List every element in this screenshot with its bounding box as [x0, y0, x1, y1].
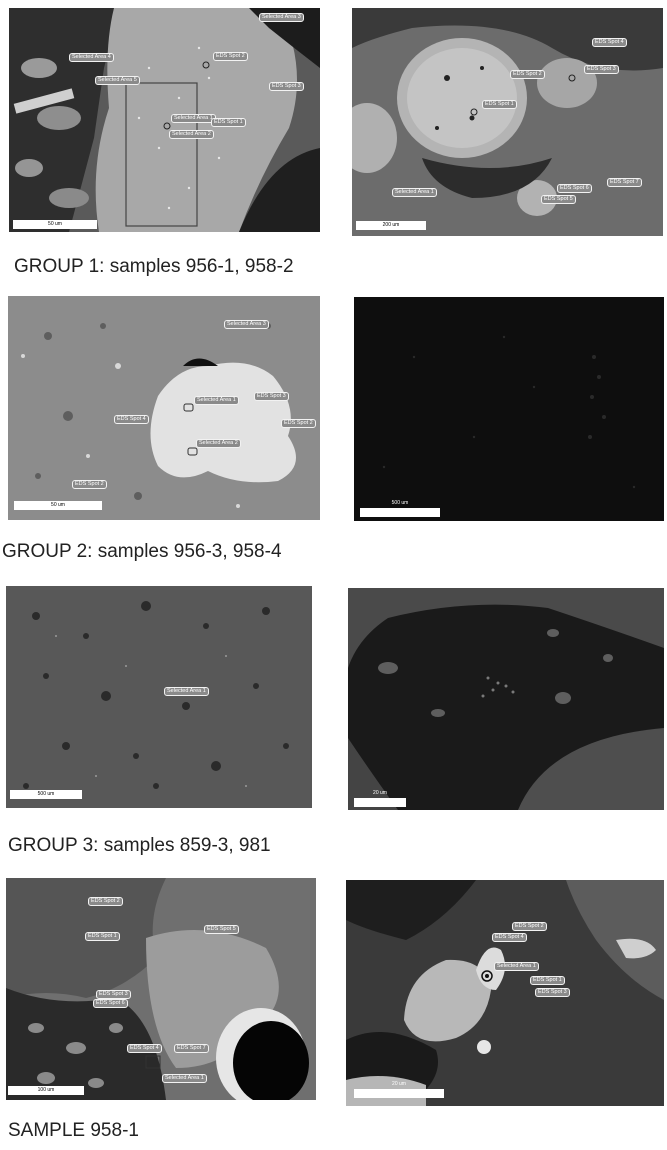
group3-right-scale-bar: 20 um — [354, 790, 406, 807]
group2-left-micrograph: Selected Area 3 Selected Area 1 EDS Spot… — [8, 296, 320, 520]
sample-right-label-1: EDS Spot 2 — [512, 922, 547, 931]
group1-right-micrograph: EDS Spot 4 EDS Spot 2 EDS Spot 3 EDS Spo… — [352, 8, 663, 236]
group2-left-scale-bar: 50 um — [14, 501, 102, 510]
sample-left-label-7: EDS Spot 7 — [174, 1044, 209, 1053]
group3-right-scale-text: 20 um — [373, 790, 387, 796]
group3-left-scale-bar: 500 um — [10, 790, 82, 799]
group1-left-label-5: EDS Spot 3 — [269, 82, 304, 91]
group1-left-scale-text: 50 um — [48, 221, 62, 227]
group2-left-label-5: EDS Spot 2 — [281, 419, 316, 428]
sample-right-scale-bar: 20 um — [354, 1081, 444, 1098]
group2-left-label-3: EDS Spot 3 — [254, 392, 289, 401]
sample-left-label-1: EDS Spot 2 — [88, 897, 123, 906]
sample-left-label-6: EDS Spot 4 — [127, 1044, 162, 1053]
group1-right-label-2: EDS Spot 2 — [510, 70, 545, 79]
sample-right-label-4: EDS Spot 1 — [530, 976, 565, 985]
group3-left-label-1: Selected Area 1 — [164, 687, 209, 696]
sample-left-scale-text: 100 um — [37, 1087, 55, 1093]
group1-right-label-8: EDS Spot 5 — [541, 195, 576, 204]
sample-left-label-5: EDS Spot 6 — [93, 999, 128, 1008]
group2-left-label-6: Selected Area 2 — [196, 439, 241, 448]
group2-left-label-4: EDS Spot 4 — [114, 415, 149, 424]
group1-left-label-7: EDS Spot 1 — [211, 118, 246, 127]
group1-left-label-4: Selected Area 5 — [95, 76, 140, 85]
sample-left-micrograph: EDS Spot 2 EDS Spot 1 EDS Spot 5 EDS Spo… — [6, 878, 316, 1100]
sample-caption: SAMPLE 958-1 — [8, 1120, 139, 1141]
group3-right-texture — [348, 588, 664, 810]
group1-left-label-6: Selected Area 1 — [171, 114, 216, 123]
sample-left-label-3: EDS Spot 5 — [204, 925, 239, 934]
group2-right-texture — [354, 297, 664, 521]
sample-right-label-2: EDS Spot 4 — [492, 933, 527, 942]
sample-left-texture — [6, 878, 316, 1100]
group1-right-label-4: EDS Spot 1 — [482, 100, 517, 109]
group2-right-scale-bar: 500 um — [360, 500, 440, 517]
group1-right-scale-text: 200 um — [382, 222, 400, 228]
group1-right-label-7: EDS Spot 7 — [607, 178, 642, 187]
group2-caption: GROUP 2: samples 956-3, 958-4 — [2, 541, 282, 562]
group1-left-texture — [9, 8, 320, 232]
group1-caption: GROUP 1: samples 956-1, 958-2 — [14, 256, 294, 277]
group2-right-micrograph: 500 um — [354, 297, 664, 521]
group1-left-micrograph: Selected Area 3 Selected Area 4 EDS Spot… — [9, 8, 320, 232]
sample-right-scale-text: 20 um — [392, 1081, 406, 1087]
sample-left-label-8: Selected Area 1 — [162, 1074, 207, 1083]
group1-left-label-3: EDS Spot 2 — [213, 52, 248, 61]
group1-right-label-6: EDS Spot 6 — [557, 184, 592, 193]
group2-left-texture — [8, 296, 320, 520]
group1-left-label-8: Selected Area 2 — [169, 130, 214, 139]
group1-right-scale-bar: 200 um — [356, 221, 426, 230]
group1-right-label-1: EDS Spot 4 — [592, 38, 627, 47]
sample-right-texture — [346, 880, 664, 1106]
group1-left-label-1: Selected Area 3 — [259, 13, 304, 22]
sample-left-scale-bar: 100 um — [8, 1086, 84, 1095]
group2-left-label-1: Selected Area 3 — [224, 320, 269, 329]
group1-left-scale-bar: 50 um — [13, 220, 97, 229]
group3-left-micrograph: Selected Area 1 500 um — [6, 586, 312, 808]
sample-right-label-3: Selected Area 1 — [494, 962, 539, 971]
sample-right-label-5: EDS Spot 3 — [535, 988, 570, 997]
group3-caption: GROUP 3: samples 859-3, 981 — [8, 835, 271, 856]
sample-left-label-4: EDS Spot 3 — [96, 990, 131, 999]
group1-left-label-2: Selected Area 4 — [69, 53, 114, 62]
group2-left-label-7: EDS Spot 2 — [72, 480, 107, 489]
group3-left-scale-text: 500 um — [37, 791, 55, 797]
sample-left-label-2: EDS Spot 1 — [85, 932, 120, 941]
group2-right-scale-text: 500 um — [391, 500, 409, 506]
group1-right-label-3: EDS Spot 3 — [584, 65, 619, 74]
group2-left-label-2: Selected Area 1 — [194, 396, 239, 405]
group3-right-micrograph: 20 um — [348, 588, 664, 810]
group3-left-texture — [6, 586, 312, 808]
sample-right-micrograph: EDS Spot 2 EDS Spot 4 Selected Area 1 ED… — [346, 880, 664, 1106]
group1-right-label-5: Selected Area 1 — [392, 188, 437, 197]
group2-left-scale-text: 50 um — [51, 502, 65, 508]
